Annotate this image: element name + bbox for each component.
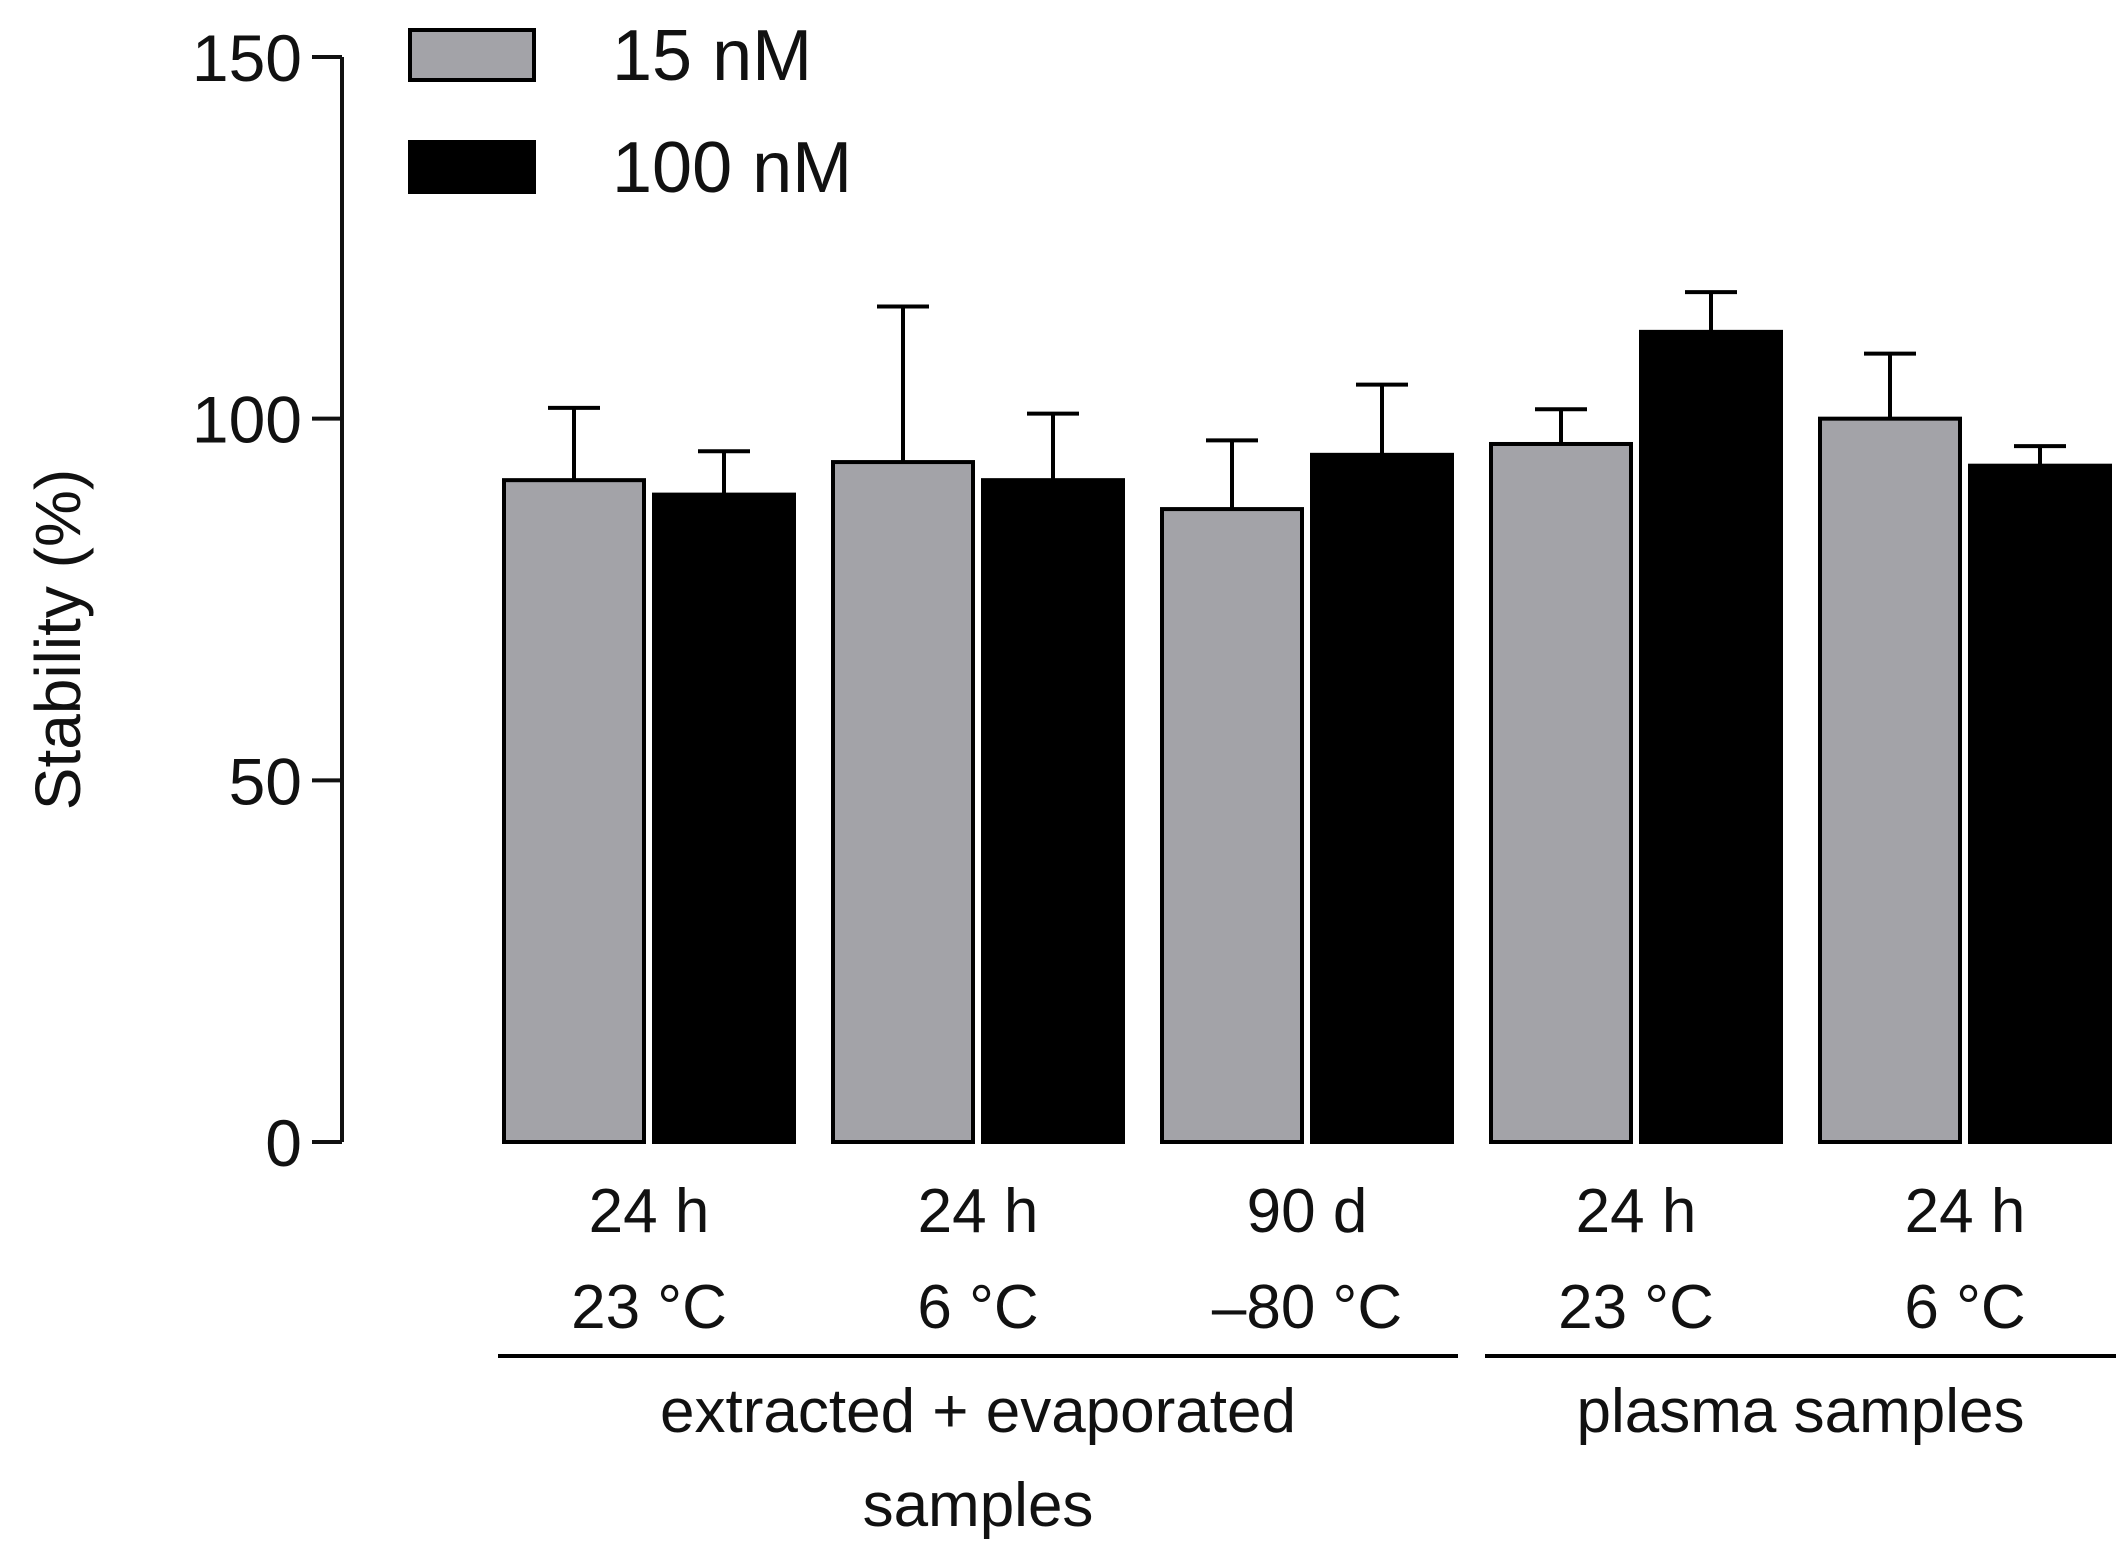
legend-label-1: 100 nM bbox=[612, 128, 852, 208]
bar-100nm-4 bbox=[1968, 463, 2112, 1144]
error-bars bbox=[548, 290, 2066, 510]
x-tick-label-line1: 24 h bbox=[589, 1177, 710, 1246]
group-label: extracted + evaporated bbox=[660, 1377, 1296, 1446]
y-tick-label: 50 bbox=[229, 744, 302, 818]
bars bbox=[502, 329, 2112, 1145]
y-axis-title: Stability (%) bbox=[22, 469, 94, 810]
legend: 15 nM 100 nM bbox=[408, 16, 852, 208]
bar-15nm-0 bbox=[502, 478, 646, 1144]
legend-swatch-1 bbox=[408, 140, 536, 194]
bar-100nm-3 bbox=[1639, 329, 1783, 1145]
y-axis: 0 50 100 150 bbox=[192, 21, 344, 1180]
y-tick-label: 150 bbox=[192, 21, 302, 95]
x-axis-labels: 24 h 23 °C 24 h 6 °C 90 d –80 °C 24 h 23 °C 24 h… bbox=[571, 1177, 2026, 1342]
bar-15nm-3 bbox=[1489, 441, 1633, 1144]
group-label: plasma samples bbox=[1577, 1377, 2025, 1446]
bar-15nm-1 bbox=[831, 460, 975, 1145]
x-tick-label-line2: 6 °C bbox=[917, 1273, 1038, 1342]
bar-15nm-4 bbox=[1818, 416, 1962, 1144]
x-tick-label-line2: 23 °C bbox=[1558, 1273, 1714, 1342]
y-tick-label: 0 bbox=[265, 1106, 302, 1180]
group-labels: extracted + evaporated samples plasma samp… bbox=[498, 1354, 2116, 1540]
x-tick-label-line2: 23 °C bbox=[571, 1273, 727, 1342]
bar-100nm-1 bbox=[981, 478, 1125, 1144]
group-label: samples bbox=[863, 1471, 1094, 1540]
legend-swatch-0 bbox=[408, 28, 536, 82]
x-tick-label-line1: 90 d bbox=[1247, 1177, 1368, 1246]
bar-100nm-0 bbox=[652, 492, 796, 1145]
x-tick-label-line1: 24 h bbox=[1576, 1177, 1697, 1246]
y-tick-label: 100 bbox=[192, 383, 302, 457]
x-tick-label-line2: –80 °C bbox=[1212, 1273, 1402, 1342]
legend-label-0: 15 nM bbox=[612, 16, 812, 96]
bar-100nm-2 bbox=[1310, 452, 1454, 1145]
x-tick-label-line1: 24 h bbox=[918, 1177, 1039, 1246]
x-tick-label-line2: 6 °C bbox=[1904, 1273, 2025, 1342]
x-tick-label-line1: 24 h bbox=[1905, 1177, 2026, 1246]
bar-15nm-2 bbox=[1160, 507, 1304, 1145]
